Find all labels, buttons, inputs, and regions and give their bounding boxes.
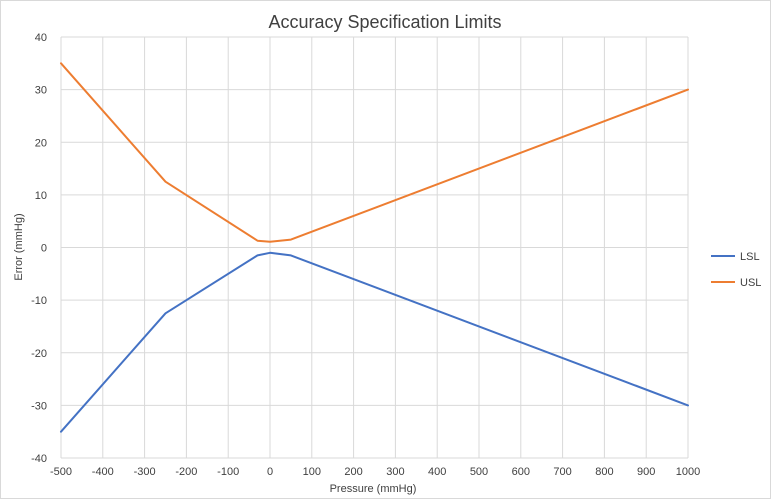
y-tick-label: -20 xyxy=(31,348,47,360)
y-tick-label: -40 xyxy=(31,453,47,465)
x-tick-label: 700 xyxy=(553,466,571,478)
y-axis-label: Error (mmHg) xyxy=(13,213,25,280)
y-tick-label: 40 xyxy=(35,32,47,44)
series-line-usl xyxy=(60,62,689,243)
x-tick-label: -400 xyxy=(92,466,114,478)
x-tick-label: 400 xyxy=(428,466,446,478)
y-axis-ticks: -40 -30 -20 -10 0 10 20 30 40 xyxy=(31,32,47,465)
chart-title: Accuracy Specification Limits xyxy=(268,12,501,32)
x-axis-label: Pressure (mmHg) xyxy=(330,483,417,495)
x-tick-label: -200 xyxy=(175,466,197,478)
x-tick-label: -300 xyxy=(134,466,156,478)
y-tick-label: -30 xyxy=(31,400,47,412)
legend-label-usl: USL xyxy=(740,277,761,289)
x-tick-label: 500 xyxy=(470,466,488,478)
series-lines xyxy=(60,62,689,433)
x-tick-label: 900 xyxy=(637,466,655,478)
x-tick-label: 0 xyxy=(267,466,273,478)
x-tick-label: -500 xyxy=(50,466,72,478)
x-tick-label: 600 xyxy=(512,466,530,478)
x-axis-ticks: -500 -400 -300 -200 -100 0 100 200 300 400 500 600 7… xyxy=(50,466,700,478)
x-tick-label: 300 xyxy=(386,466,404,478)
legend: LSL USL xyxy=(711,251,761,289)
legend-label-lsl: LSL xyxy=(740,251,760,263)
series-line-lsl xyxy=(60,251,689,433)
y-tick-label: 30 xyxy=(35,85,47,97)
y-tick-label: 20 xyxy=(35,137,47,149)
x-tick-label: 100 xyxy=(303,466,321,478)
x-tick-label: 200 xyxy=(344,466,362,478)
x-tick-label: 1000 xyxy=(676,466,700,478)
y-tick-label: 0 xyxy=(41,243,47,255)
gridlines xyxy=(60,36,689,459)
y-tick-label: -10 xyxy=(31,295,47,307)
x-tick-label: 800 xyxy=(595,466,613,478)
y-tick-label: 10 xyxy=(35,190,47,202)
x-tick-label: -100 xyxy=(217,466,239,478)
